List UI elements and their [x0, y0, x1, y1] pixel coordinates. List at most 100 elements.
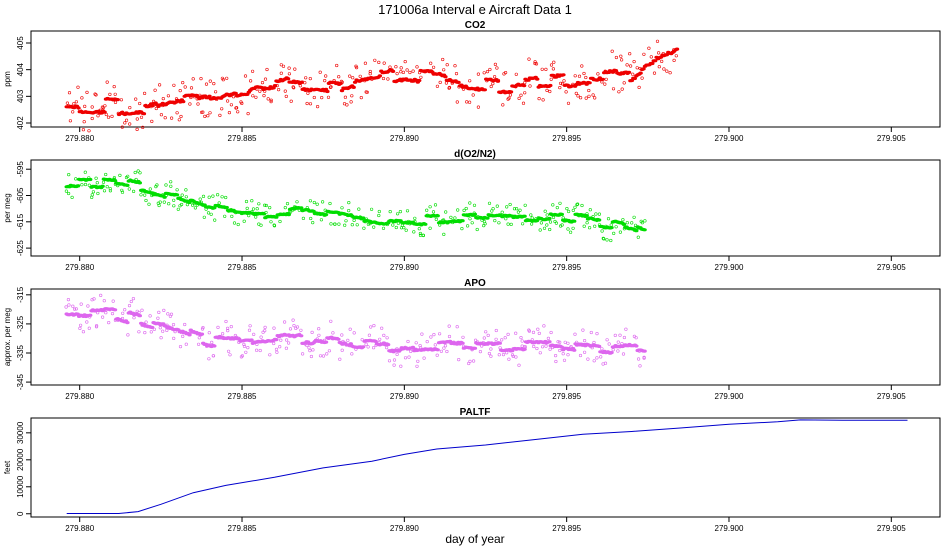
data-point-outlier	[123, 121, 127, 125]
data-point-outlier	[269, 99, 273, 104]
data-point-outlier	[105, 80, 109, 84]
data-point	[626, 70, 632, 74]
data-point-outlier	[378, 337, 382, 341]
data-point-outlier	[91, 190, 95, 194]
data-point-outlier	[628, 52, 632, 56]
data-point-outlier	[553, 354, 558, 358]
data-point-outlier	[514, 355, 518, 359]
x-tick-label: 279.880	[65, 392, 94, 401]
data-point-outlier	[618, 230, 623, 234]
data-point-outlier	[471, 93, 475, 97]
data-point-outlier	[582, 350, 587, 354]
data-point-outlier	[391, 223, 395, 227]
data-point-outlier	[184, 195, 188, 199]
data-point-outlier	[250, 210, 254, 214]
data-point-outlier	[558, 201, 562, 205]
data-point	[435, 348, 440, 352]
data-point-outlier	[128, 122, 132, 126]
data-point-outlier	[528, 84, 532, 88]
data-point-outlier	[191, 203, 195, 207]
data-point-outlier	[453, 216, 457, 220]
data-point-outlier	[159, 113, 163, 117]
data-point-outlier	[295, 200, 299, 204]
data-point-outlier	[600, 229, 604, 233]
data-point-outlier	[428, 205, 432, 209]
y-tick-label: -335	[16, 344, 25, 361]
data-point	[638, 71, 643, 75]
data-point-outlier	[305, 101, 309, 106]
chart-panels: CO2 279.880 279.885 279.890 279.895 279.900 27…	[3, 20, 941, 533]
data-point-outlier	[210, 340, 214, 345]
data-point-outlier	[261, 330, 265, 334]
data-point-outlier	[157, 310, 161, 315]
data-point-outlier	[319, 218, 324, 222]
data-point	[125, 183, 130, 187]
data-point-outlier	[482, 336, 486, 340]
data-point-outlier	[223, 214, 227, 218]
data-point-outlier	[382, 333, 386, 338]
data-point-outlier	[138, 171, 142, 175]
data-point-outlier	[662, 67, 666, 71]
plot-frame	[30, 30, 941, 128]
data-point-outlier	[388, 65, 392, 69]
data-point-outlier	[363, 61, 368, 65]
data-point-outlier	[178, 345, 183, 349]
data-point-outlier	[247, 214, 251, 218]
data-point-outlier	[83, 182, 88, 187]
data-point-outlier	[72, 307, 77, 311]
data-point	[482, 88, 487, 92]
series-line	[66, 419, 908, 514]
data-point-outlier	[584, 96, 588, 100]
data-point-outlier	[636, 357, 641, 361]
data-point-outlier	[447, 324, 451, 328]
data-point-outlier	[542, 324, 546, 328]
data-point-outlier	[483, 222, 487, 226]
data-point-outlier	[105, 185, 109, 189]
data-point-outlier	[497, 353, 501, 357]
data-point-outlier	[74, 177, 78, 181]
data-point-outlier	[148, 187, 152, 191]
data-point-outlier	[582, 71, 586, 76]
data-point-outlier	[558, 85, 562, 90]
y-tick-label: 10000	[16, 475, 25, 498]
data-point-outlier	[85, 320, 89, 324]
data-point-outlier	[87, 129, 91, 133]
data-point-outlier	[438, 80, 442, 84]
data-point	[508, 90, 514, 94]
data-point-outlier	[202, 215, 206, 219]
y-axis-label: feet	[3, 460, 12, 474]
data-point-outlier	[640, 76, 644, 80]
data-point-outlier	[672, 58, 676, 63]
data-point-outlier	[545, 213, 549, 217]
data-point-outlier	[166, 312, 170, 316]
data-point-outlier	[259, 335, 263, 339]
data-point-outlier	[534, 62, 539, 66]
data-point-outlier	[405, 209, 410, 213]
data-point-outlier	[230, 214, 234, 218]
data-point-outlier	[468, 359, 472, 364]
data-point-outlier	[461, 335, 465, 339]
data-point-outlier	[66, 298, 70, 302]
data-point-outlier	[381, 226, 386, 230]
data-point-outlier	[404, 228, 408, 232]
data-point-outlier	[197, 336, 201, 340]
data-point-outlier	[505, 351, 509, 355]
data-point-outlier	[536, 327, 540, 331]
data-point-outlier	[368, 69, 372, 74]
data-point	[417, 78, 422, 83]
data-point-outlier	[335, 63, 339, 68]
data-point-outlier	[201, 194, 206, 198]
data-point	[150, 104, 155, 108]
data-point-outlier	[118, 173, 122, 177]
data-point-outlier	[200, 110, 204, 114]
y-axis-label: ppm	[3, 71, 12, 87]
data-point-outlier	[320, 95, 324, 100]
data-point-outlier	[585, 212, 589, 216]
data-point-outlier	[432, 333, 436, 337]
data-point-outlier	[246, 346, 250, 350]
data-point-outlier	[185, 203, 189, 207]
data-point-outlier	[518, 208, 522, 212]
data-point	[535, 77, 540, 81]
data-point-outlier	[113, 100, 118, 104]
data-point-outlier	[101, 180, 106, 184]
